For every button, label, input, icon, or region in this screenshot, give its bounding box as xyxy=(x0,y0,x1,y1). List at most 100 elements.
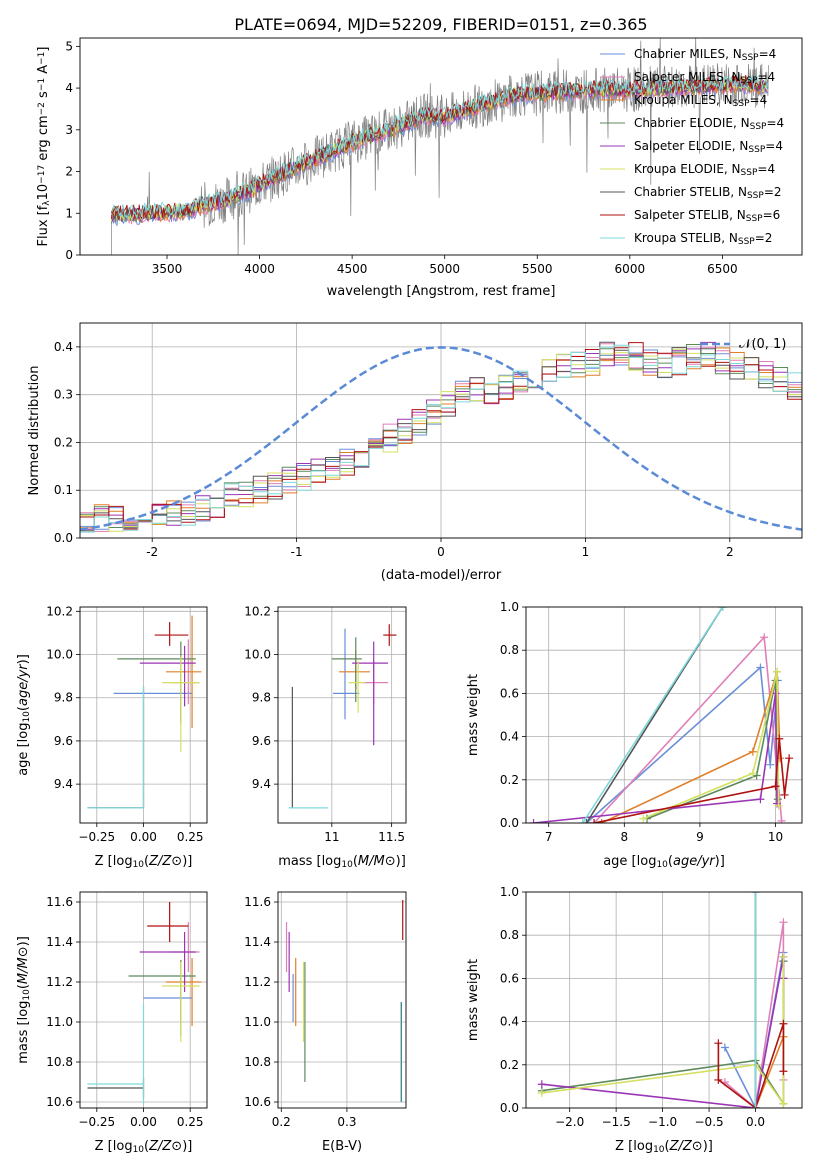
y-tick-label: 0.0 xyxy=(54,531,73,545)
y-tick-label: 9.4 xyxy=(54,777,73,791)
x-tick-label: -1 xyxy=(291,545,303,559)
x-tick-label: 2 xyxy=(726,545,734,559)
label-part: =4 xyxy=(750,93,768,107)
plot-area xyxy=(285,900,404,1102)
label-part: mass [log xyxy=(16,1001,31,1064)
y-tick-label: 11.2 xyxy=(46,975,73,989)
legend-entry: Kroupa ELODIE, NSSP=4 xyxy=(634,162,775,178)
y-tick-label: 0.1 xyxy=(54,483,73,497)
axis-label: Z [log10(Z/Z⊙)] xyxy=(615,1139,713,1155)
label-part: mass [log xyxy=(278,854,341,869)
y-tick-label: 0.8 xyxy=(500,643,519,657)
x-tick-label: −2.0 xyxy=(555,1115,584,1129)
histogram xyxy=(80,341,802,530)
label-part: Z [log xyxy=(615,1139,653,1154)
weight-marker xyxy=(720,1043,729,1052)
weight-marker xyxy=(771,689,780,698)
label-part: SSP xyxy=(738,237,755,247)
label-part: ( xyxy=(16,706,31,711)
y-tick-label: 9.8 xyxy=(54,691,73,705)
axis-label: age [log10(age/yr)] xyxy=(603,854,725,870)
label-part: SSP xyxy=(748,145,765,155)
weight-line xyxy=(533,693,778,823)
plot-area xyxy=(537,892,788,1108)
label-part: M/M⊙ xyxy=(358,854,396,869)
y-tick-label: 0.6 xyxy=(500,971,519,985)
label-part: =6 xyxy=(763,208,781,222)
legend-entry: Salpeter ELODIE, NSSP=4 xyxy=(634,139,783,155)
label-part: SSP xyxy=(742,53,759,63)
histogram xyxy=(80,344,802,533)
label-part: =4 xyxy=(757,70,775,84)
label-part: Kroupa MILES, N xyxy=(634,93,733,107)
label-part: 10 xyxy=(36,184,51,201)
label-part: 10 xyxy=(22,711,32,723)
y-tick-label: 10.6 xyxy=(46,1095,73,1109)
weight-marker xyxy=(714,1039,723,1048)
label-part: SSP xyxy=(747,191,764,201)
label-part: 10 xyxy=(656,860,668,870)
model-line xyxy=(111,73,769,219)
weight-line xyxy=(642,671,780,820)
label-part: erg cm xyxy=(36,115,51,164)
x-tick-label: 6500 xyxy=(707,262,738,276)
label-part: SSP xyxy=(733,99,750,109)
axis-label: Z [log10(Z/Z⊙)] xyxy=(95,1139,193,1155)
x-tick-label: 7 xyxy=(545,830,553,844)
chart-mass-weight-vs-Z: −2.0 −1.5 −1.0 −0.5 0.0 0.0 0.2 0.4 0.6 0.8 1.0 Z [… xyxy=(466,885,803,1155)
label-part: )] xyxy=(715,854,725,869)
chart-mass-vs-EBV: 0.2 0.3 10.6 10.8 11.0 11.2 11.4 11.6 E(B-V) xyxy=(244,891,407,1154)
normal-curve xyxy=(80,346,802,531)
y-tick-label: 10.6 xyxy=(244,1095,271,1109)
label-part: ( xyxy=(665,1139,670,1154)
y-tick-label: 9.6 xyxy=(54,734,73,748)
weight-marker xyxy=(639,814,648,823)
x-tick-label: 1 xyxy=(582,545,590,559)
y-tick-label: 0.4 xyxy=(500,1015,519,1029)
weight-marker xyxy=(775,734,784,743)
y-tick-label: 3 xyxy=(65,123,73,137)
histogram xyxy=(80,347,802,529)
y-axis-label: mass weight xyxy=(466,674,481,756)
x-tick-label: 0.00 xyxy=(130,1115,157,1129)
label-part: 10 xyxy=(341,860,353,870)
label-part: SSP xyxy=(741,168,758,178)
weight-line xyxy=(717,1023,785,1108)
weight-marker xyxy=(779,952,788,961)
label-part: =4 xyxy=(757,162,775,176)
chart-residuals: -2 -1 0 1 2 0.0 0.1 0.2 0.3 0.4 𝒩(0, 1) (data-model… xyxy=(27,322,803,583)
plot-area xyxy=(87,902,202,1104)
axis-label: Z [log10(Z/Z⊙)] xyxy=(95,854,193,870)
label-part: age/yr xyxy=(16,663,31,706)
y-tick-label: 0.4 xyxy=(54,340,73,354)
label-part: Chabrier ELODIE, N xyxy=(634,116,750,130)
x-tick-label: 0.25 xyxy=(177,830,204,844)
legend-entry: Kroupa MILES, NSSP=4 xyxy=(634,93,767,109)
y-tick-label: 11.6 xyxy=(46,895,73,909)
plot-area xyxy=(87,615,202,809)
axis-label: mass [log10(M/M⊙)] xyxy=(278,854,406,870)
label-part: ( xyxy=(668,854,673,869)
label-part: =4 xyxy=(766,116,784,130)
weight-marker xyxy=(578,819,587,823)
y-tick-label: 2 xyxy=(65,165,73,179)
y-tick-label: 11.0 xyxy=(46,1015,73,1029)
y-tick-label: 10.0 xyxy=(46,648,73,662)
axis-label: mass [log10(M/M⊙)] xyxy=(16,936,32,1064)
weight-marker xyxy=(537,1080,546,1089)
label-part: )] xyxy=(182,1139,192,1154)
y-tick-label: 10.2 xyxy=(46,604,73,618)
y-tick-label: 0.0 xyxy=(500,1101,519,1115)
label-part: 10 xyxy=(22,989,32,1001)
plot-area xyxy=(111,38,769,255)
weight-marker xyxy=(748,769,757,778)
label-part: Kroupa ELODIE, N xyxy=(634,162,741,176)
label-part: −1 xyxy=(37,52,47,65)
weight-marker xyxy=(590,819,599,823)
x-tick-label: −1.0 xyxy=(648,1115,677,1129)
label-part: ( xyxy=(144,854,149,869)
axes-frame xyxy=(525,891,803,1109)
label-part: Kroupa STELIB, N xyxy=(634,231,738,245)
y-tick-label: 9.6 xyxy=(252,734,271,748)
legend-entry: Salpeter MILES, NSSP=4 xyxy=(634,70,775,86)
